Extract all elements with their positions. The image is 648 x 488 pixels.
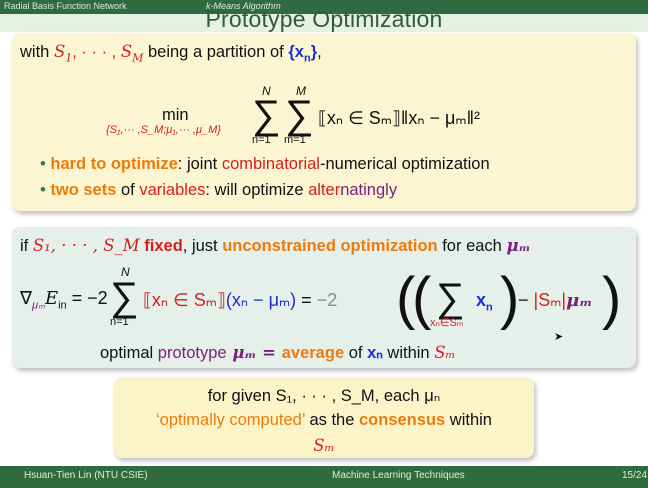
outer-paren-right: ) (602, 266, 622, 331)
consensus-label: consensus (359, 411, 446, 429)
neg-two: −2 (316, 290, 338, 310)
inner-paren-right: ) (500, 266, 520, 331)
inner-sum-lower: xₙ∈Sₘ (430, 317, 464, 329)
objective-term: ⟦xₙ ∈ Sₘ⟧‖xₙ − μₘ‖² (318, 108, 481, 128)
prototype-label: prototype (157, 344, 227, 362)
difference-term: (xₙ − μₘ) (225, 290, 297, 310)
dots: , · · · , (72, 43, 121, 61)
comma: , (317, 43, 322, 61)
update-box (12, 227, 636, 368)
bullet-fragment: natingly (340, 181, 398, 199)
sum-lower-n: n=1 (252, 134, 271, 146)
fixed-partition-line: if S₁, · · · , S_M fixed, just unconstra… (20, 236, 531, 255)
min-operator: min (162, 106, 189, 124)
grad-sum-upper: N (121, 265, 130, 279)
text-with: with (20, 43, 54, 61)
gradient-lhs: ∇μₘEin = −2 (20, 288, 108, 312)
unconstrained-label: unconstrained optimization (222, 237, 438, 255)
summary-box (114, 377, 534, 458)
bullet-fragment: : joint (177, 155, 222, 173)
grad-sum-symbol: ∑ (110, 275, 139, 319)
title-strip (0, 14, 648, 32)
nav-section-left[interactable]: Radial Basis Function Network (4, 1, 127, 11)
nav-bar: Radial Basis Function Network k-Means Al… (0, 0, 648, 14)
bullet-fragment: hard to optimize (50, 155, 178, 173)
nav-section-right[interactable]: k-Means Algorithm (206, 1, 281, 11)
bullet-fragment: combinatorial (221, 155, 320, 173)
summary-line-2: ‘optimally computed’ as the consensus wi… (156, 411, 492, 429)
summary-line-1: for given S₁, · · · , S_M, each μₙ (207, 387, 441, 405)
sum-upper-m: M (296, 84, 306, 98)
sM-symbol: SM (120, 42, 144, 65)
footer-bar: Hsuan-Tien Lin (NTU CSIE) Machine Learni… (0, 466, 648, 488)
footer-course: Machine Learning Techniques (332, 470, 465, 481)
bullet-dot: • (40, 155, 46, 173)
inner-paren-left: ( (412, 266, 432, 331)
sum-upper-n: N (262, 84, 271, 98)
footer-page: 15/24 (622, 470, 648, 481)
s1-symbol: S1 (53, 42, 73, 65)
min-subscript: {S₁,··· ,S_M;μ₁,··· ,μ_M} (106, 124, 221, 136)
gradient-terms: ⟦xₙ ∈ Sₘ⟧(xₙ − μₘ) = −2 (143, 290, 338, 310)
footer-author: Hsuan-Tien Lin (NTU CSIE) (24, 470, 148, 481)
average-label: average (281, 344, 345, 362)
grad-sum-lower: n=1 (110, 316, 129, 328)
bullet-two-sets: • two sets of variables: will optimize a… (40, 181, 397, 200)
slide-title: Prototype Optimization (205, 6, 443, 32)
bullet-fragment: : will optimize (205, 181, 309, 199)
objective-box (12, 33, 636, 211)
bullet-fragment: -numerical optimization (319, 155, 490, 173)
text-partition: being a partition of (143, 43, 289, 61)
partition-line: with S1, · · · , SM being a partition of… (20, 42, 322, 64)
mu-symbol: μₘ (506, 236, 531, 255)
bullet-fragment: alter (308, 181, 341, 199)
mouse-cursor-icon: ➤ (554, 331, 564, 343)
bullet-text: two sets of variables: will optimize alt… (50, 181, 397, 199)
sum-lower-m: m=1 (284, 134, 306, 146)
bullet-fragment: of (116, 181, 140, 199)
summary-line-3: Sₘ (313, 436, 335, 455)
s-set: S₁, · · · , S_M (32, 236, 140, 255)
bullet-fragment: variables (139, 181, 206, 199)
card-term: − |Sₘ|μₘ (518, 290, 593, 311)
fixed-label: fixed (139, 237, 183, 255)
bullet-hard-to-optimize: • hard to optimize: joint combinatorial-… (40, 155, 490, 174)
sum-symbol-n: ∑ (252, 93, 281, 137)
optimally-computed-label: ‘optimally computed’ (156, 411, 305, 429)
bullet-text: hard to optimize: joint combinatorial-nu… (50, 155, 489, 173)
inner-x: xn (476, 290, 493, 314)
inner-sum-symbol: ∑ (436, 276, 465, 320)
indicator-term: ⟦xₙ ∈ Sₘ⟧ (143, 290, 226, 310)
outer-paren-left: ( (396, 266, 416, 331)
sum-symbol-m: ∑ (285, 93, 314, 137)
xn-set: {xn} (288, 43, 318, 65)
bullet-dot: • (40, 181, 46, 199)
optimal-prototype-line: optimal prototype μₘ = average of xₙ wit… (100, 343, 456, 362)
bullet-fragment: two sets (50, 181, 117, 199)
